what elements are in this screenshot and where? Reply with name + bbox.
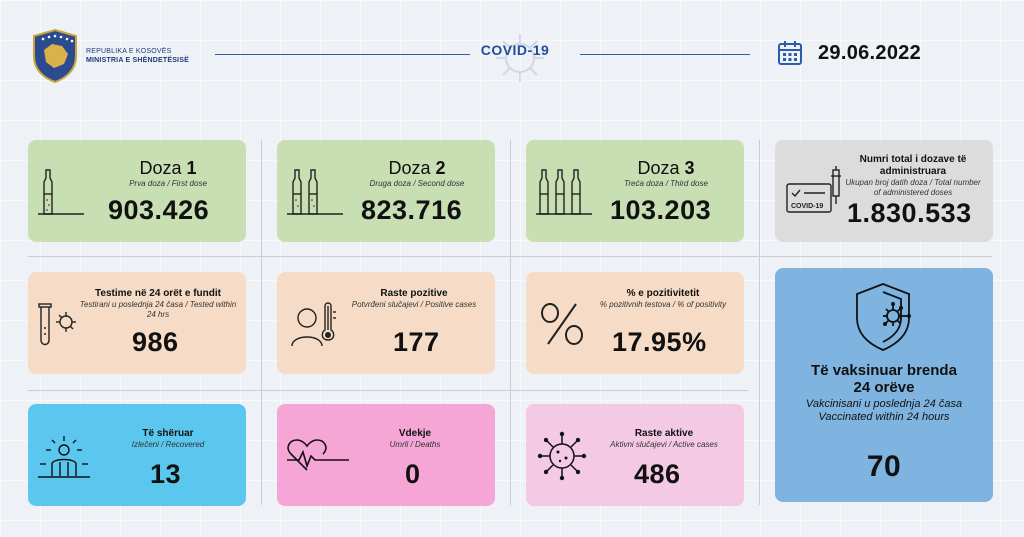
recovered-value: 13 [150, 459, 182, 489]
page-title: COVID-19 [480, 42, 550, 58]
dose3-subtitle: Treća doza / Third dose [624, 179, 708, 188]
separator [759, 140, 760, 505]
dose2-label: Doza 2 [388, 158, 446, 178]
deaths-card: Vdekje Umrli / Deaths 0 [277, 404, 495, 506]
ministry-logo: REPUBLIKA E KOSOVËS MINISTRIA E SHËNDETË… [30, 28, 189, 84]
ampoule-icon [38, 169, 84, 215]
vaccinated-24h-value: 70 [866, 450, 902, 483]
recovered-subtitle: Izlečeni / Recovered [131, 440, 205, 449]
certificate-label: COVID-19 [791, 203, 823, 210]
dose1-subtitle: Prva doza / First dose [129, 179, 207, 188]
test-tube-icon [38, 303, 76, 346]
dose2-subtitle: Druga doza / Second dose [369, 179, 465, 188]
vaccinated-24h-subtitle: Vakcinisani u poslednja 24 časa Vaccinat… [805, 398, 963, 423]
active-cases-card: Raste aktive Aktivni slučajevi / Active … [526, 404, 744, 506]
dose1-value: 903.426 [108, 195, 210, 225]
recovered-title: Të shëruar [142, 428, 194, 439]
deaths-subtitle: Umrli / Deaths [389, 440, 441, 449]
positive-cases-card: Raste pozitive Potvrđeni slučajevi / Pos… [277, 272, 495, 374]
virus-icon [496, 34, 544, 82]
certificate-syringe-icon: COVID-19 [786, 166, 841, 213]
coat-of-arms-icon [33, 28, 77, 84]
positive-cases-subtitle: Potvrđeni slučajevi / Positive cases [351, 300, 477, 309]
separator [28, 390, 748, 391]
positivity-title: % e pozitivitetit [626, 288, 700, 299]
dose1-label: Doza 1 [139, 158, 197, 178]
separator [28, 256, 992, 257]
header-rule-right [580, 54, 750, 55]
ampoules-icon [536, 169, 592, 215]
vaccinated-24h-title: Të vaksinuar brenda 24 orëve [811, 362, 957, 396]
positivity-card: % e pozitivitetit % pozitivnih testova /… [526, 272, 744, 374]
positive-cases-title: Raste pozitive [380, 288, 448, 299]
ministry-line1: REPUBLIKA E KOSOVËS [86, 48, 172, 55]
total-doses-subtitle: Ukupan broj datih doza / Total number of… [845, 178, 981, 197]
calendar-icon [778, 41, 802, 65]
recovered-person-icon [38, 436, 90, 478]
dose3-value: 103.203 [610, 195, 712, 225]
recovered-card: Të shëruar Izlečeni / Recovered 13 [28, 404, 246, 506]
report-date: 29.06.2022 [818, 42, 922, 64]
dose1-card: Doza 1 Prva doza / First dose 903.426 [28, 140, 246, 242]
header-rule-left [215, 54, 470, 55]
total-doses-title: Numri total i dozave të administruara [859, 154, 967, 177]
active-cases-subtitle: Aktivni slučajevi / Active cases [610, 440, 718, 449]
ampoules-icon [287, 169, 343, 215]
active-cases-title: Raste aktive [634, 428, 694, 439]
fever-person-icon [291, 302, 336, 347]
shield-virus-icon [856, 283, 911, 351]
deaths-title: Vdekje [398, 428, 432, 439]
separator [261, 140, 262, 505]
deaths-value: 0 [405, 459, 421, 489]
separator [510, 140, 511, 505]
virus-icon [537, 431, 587, 481]
vaccinated-24h-card: Të vaksinuar brenda 24 orëve Vakcinisani… [775, 268, 993, 502]
dose2-card: Doza 2 Druga doza / Second dose 823.716 [277, 140, 495, 242]
positivity-value: 17.95% [612, 327, 707, 357]
dose3-label: Doza 3 [637, 158, 695, 178]
tests-card: Testime në 24 orët e fundit Testirani u … [28, 272, 246, 374]
positive-cases-value: 177 [393, 327, 440, 357]
dose2-value: 823.716 [361, 195, 463, 225]
tests-title: Testime në 24 orët e fundit [95, 288, 221, 299]
positivity-subtitle: % pozitivnih testova / % of positivity [599, 300, 727, 309]
ministry-line2: MINISTRIA E SHËNDETËSISË [86, 57, 189, 64]
tests-value: 986 [132, 327, 179, 357]
total-doses-value: 1.830.533 [847, 198, 972, 228]
heartbeat-icon [287, 439, 349, 471]
dose3-card: Doza 3 Treća doza / Third dose 103.203 [526, 140, 744, 242]
total-doses-card: COVID-19 Numri total i dozave të adminis… [775, 140, 993, 242]
percent-icon [541, 303, 583, 345]
active-cases-value: 486 [634, 459, 681, 489]
tests-subtitle: Testirani u poslednja 24 časa / Tested w… [79, 300, 237, 319]
